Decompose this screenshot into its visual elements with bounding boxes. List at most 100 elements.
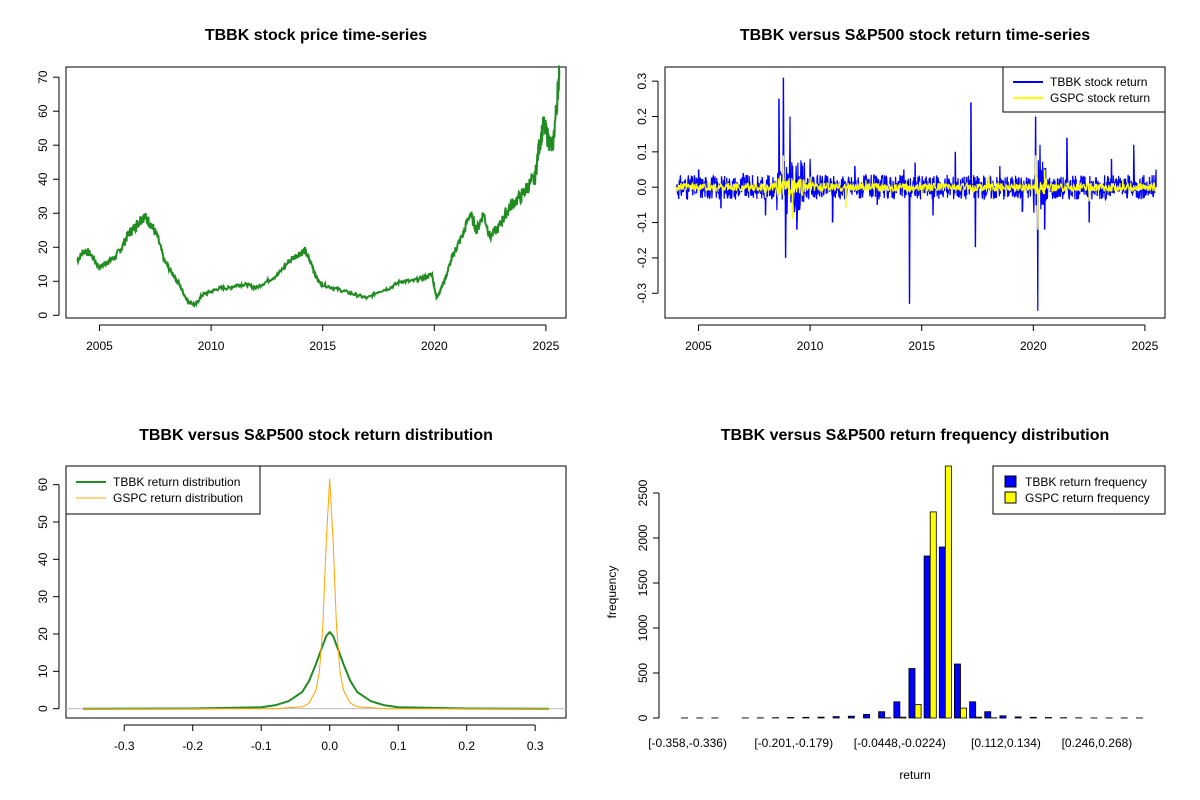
tbbk-frequency-bar (969, 701, 977, 719)
x-tick-label: 2010 (797, 339, 824, 353)
y-tick-label: 10 (36, 274, 50, 288)
tbbk-frequency-bar (802, 716, 810, 719)
y-tick-label: 0 (36, 312, 50, 319)
frequency-axes: 0 500 1000 1500 2000 2500 [-0.358,-0.336) [-0.2… (636, 479, 1132, 750)
y-tick-label: 30 (36, 206, 50, 220)
tbbk-return-series-line (675, 77, 1157, 311)
x-tick-label: 2015 (908, 339, 935, 353)
frequency-legend-box (992, 465, 1166, 515)
legend-label-tbbk-return: TBBK stock return (1050, 75, 1147, 89)
tbbk-frequency-bar (817, 716, 825, 719)
x-tick-label: 2025 (1132, 339, 1159, 353)
return-series-legend-box (1002, 66, 1166, 113)
gspc-frequency-bar (960, 707, 967, 719)
y-tick-label: 60 (36, 104, 50, 118)
y-tick-label: 500 (636, 663, 650, 683)
return-series-marks (675, 77, 1157, 311)
legend-label-tbbk-frequency: TBBK return frequency (1025, 475, 1147, 489)
frequency-ylabel: frequency (605, 566, 619, 619)
legend-label-gspc-return: GSPC stock return (1050, 91, 1150, 105)
y-tick-label: -0.2 (635, 247, 649, 268)
y-tick-label: 0 (36, 705, 50, 712)
tbbk-frequency-bar (787, 717, 795, 719)
return-series-legend: TBBK stock return GSPC stock return (1002, 66, 1166, 113)
return-density-legend-box (65, 465, 261, 515)
tbbk-density-line (83, 631, 549, 710)
x-tick-label: 0.1 (390, 739, 407, 753)
frequency-title: TBBK versus S&P500 return frequency dist… (721, 427, 1110, 444)
legend-label-tbbk-density: TBBK return distribution (113, 475, 240, 489)
return-series-axes: 2005 2010 2015 2020 2025 -0.3 -0.2 -0.1 0.0 0.1 0.… (635, 72, 1159, 353)
tbbk-frequency-bar (938, 546, 946, 719)
y-tick-label: 2000 (636, 524, 650, 551)
tbbk-frequency-bar (878, 711, 886, 719)
y-tick-label: 0.2 (635, 108, 649, 125)
price-chart-axes: 2005 2010 2015 2020 2025 0 10 20 30 40 50 60 70 (36, 70, 560, 353)
tbbk-frequency-bar (863, 714, 870, 719)
x-tick-label: 2020 (1020, 339, 1047, 353)
price-chart-title: TBBK stock price time-series (205, 27, 427, 44)
return-density-title: TBBK versus S&P500 stock return distribu… (139, 427, 493, 444)
x-tick-label: 2010 (198, 339, 225, 353)
x-tick-label: [-0.358,-0.336) (648, 736, 727, 750)
x-tick-label: [0.246,0.268) (1062, 736, 1133, 750)
return-density-axes: -0.3 -0.2 -0.1 0.0 0.1 0.2 0.3 0 10 20 30 40 50 60 (36, 478, 544, 753)
frequency-legend: TBBK return frequency GSPC return freque… (992, 465, 1166, 515)
tbbk-frequency-bar (1045, 717, 1052, 719)
x-tick-label: [-0.201,-0.179) (754, 736, 833, 750)
y-tick-label: 70 (36, 70, 50, 84)
y-tick-label: 50 (36, 138, 50, 152)
tbbk-frequency-bar (1014, 716, 1022, 719)
x-tick-label: -0.2 (182, 739, 203, 753)
gspc-frequency-bar (975, 716, 983, 719)
tbbk-frequency-bar (893, 701, 901, 719)
tbbk-frequency-bar (908, 668, 916, 719)
tbbk-frequency-bar (999, 715, 1007, 719)
y-tick-label: 0.1 (635, 143, 649, 160)
legend-swatch-tbbk-frequency (1004, 475, 1017, 488)
tbbk-frequency-bar (832, 716, 840, 719)
x-tick-label: 2025 (533, 339, 560, 353)
y-tick-label: 2500 (636, 479, 650, 506)
return-density-plot-frame (65, 465, 567, 719)
tbbk-frequency-bar (923, 555, 931, 719)
y-tick-label: 10 (36, 664, 50, 678)
y-tick-label: 0 (636, 714, 650, 721)
x-tick-label: 0.2 (458, 739, 475, 753)
y-tick-label: 0.3 (635, 72, 649, 89)
return-density-panel: TBBK versus S&P500 stock return distribu… (36, 427, 567, 753)
price-chart-marks (76, 65, 561, 308)
y-tick-label: 50 (36, 515, 50, 529)
frequency-panel: TBBK versus S&P500 return frequency dist… (605, 427, 1166, 782)
frequency-marks (681, 465, 1143, 719)
y-tick-label: 20 (36, 627, 50, 641)
y-tick-label: 1500 (636, 569, 650, 596)
y-tick-label: 30 (36, 590, 50, 604)
tbbk-frequency-bar (847, 715, 855, 719)
x-tick-label: 0.0 (321, 739, 338, 753)
gspc-frequency-bar (899, 716, 907, 719)
gspc-frequency-bar (914, 704, 922, 719)
x-tick-label: -0.3 (114, 739, 135, 753)
y-tick-label: 60 (36, 478, 50, 492)
return-density-legend: TBBK return distribution GSPC return dis… (65, 465, 261, 515)
tbbk-frequency-bar (954, 663, 961, 719)
gspc-density-line (83, 478, 549, 710)
return-series-title: TBBK versus S&P500 stock return time-ser… (740, 27, 1090, 44)
x-tick-label: [-0.0448,-0.0224) (854, 736, 946, 750)
tbbk-frequency-bar (1029, 716, 1037, 719)
x-tick-label: 2020 (421, 339, 448, 353)
y-tick-label: 40 (36, 552, 50, 566)
y-tick-label: -0.1 (635, 212, 649, 233)
gspc-return-series-line (675, 155, 1157, 230)
x-tick-label: 2005 (86, 339, 113, 353)
price-series-line (76, 65, 561, 308)
y-tick-label: -0.3 (635, 283, 649, 304)
y-tick-label: 1000 (636, 614, 650, 641)
y-tick-label: 40 (36, 172, 50, 186)
frequency-xlabel: return (899, 768, 930, 782)
x-tick-label: 2005 (685, 339, 712, 353)
price-chart-panel: TBBK stock price time-series 2005 2010 201… (36, 27, 567, 353)
y-tick-label: 0.0 (635, 179, 649, 196)
x-tick-label: 2015 (309, 339, 336, 353)
